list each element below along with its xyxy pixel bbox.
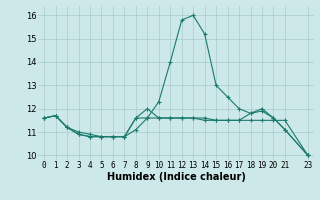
X-axis label: Humidex (Indice chaleur): Humidex (Indice chaleur) (107, 172, 245, 182)
